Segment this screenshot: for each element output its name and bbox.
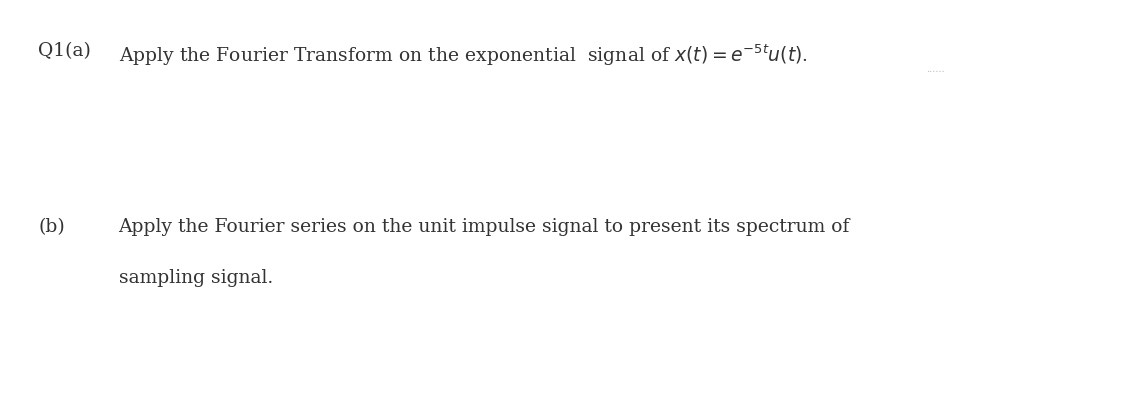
Text: Apply the Fourier series on the unit impulse signal to present its spectrum of: Apply the Fourier series on the unit imp… — [119, 218, 850, 236]
Text: (b): (b) — [38, 218, 65, 236]
Text: Apply the Fourier Transform on the exponential  signal of $x(t) = e^{-5t}u(t)$.: Apply the Fourier Transform on the expon… — [119, 42, 807, 68]
Text: sampling signal.: sampling signal. — [119, 269, 273, 287]
Text: ......: ...... — [926, 65, 945, 74]
Text: Q1(a): Q1(a) — [38, 42, 91, 61]
